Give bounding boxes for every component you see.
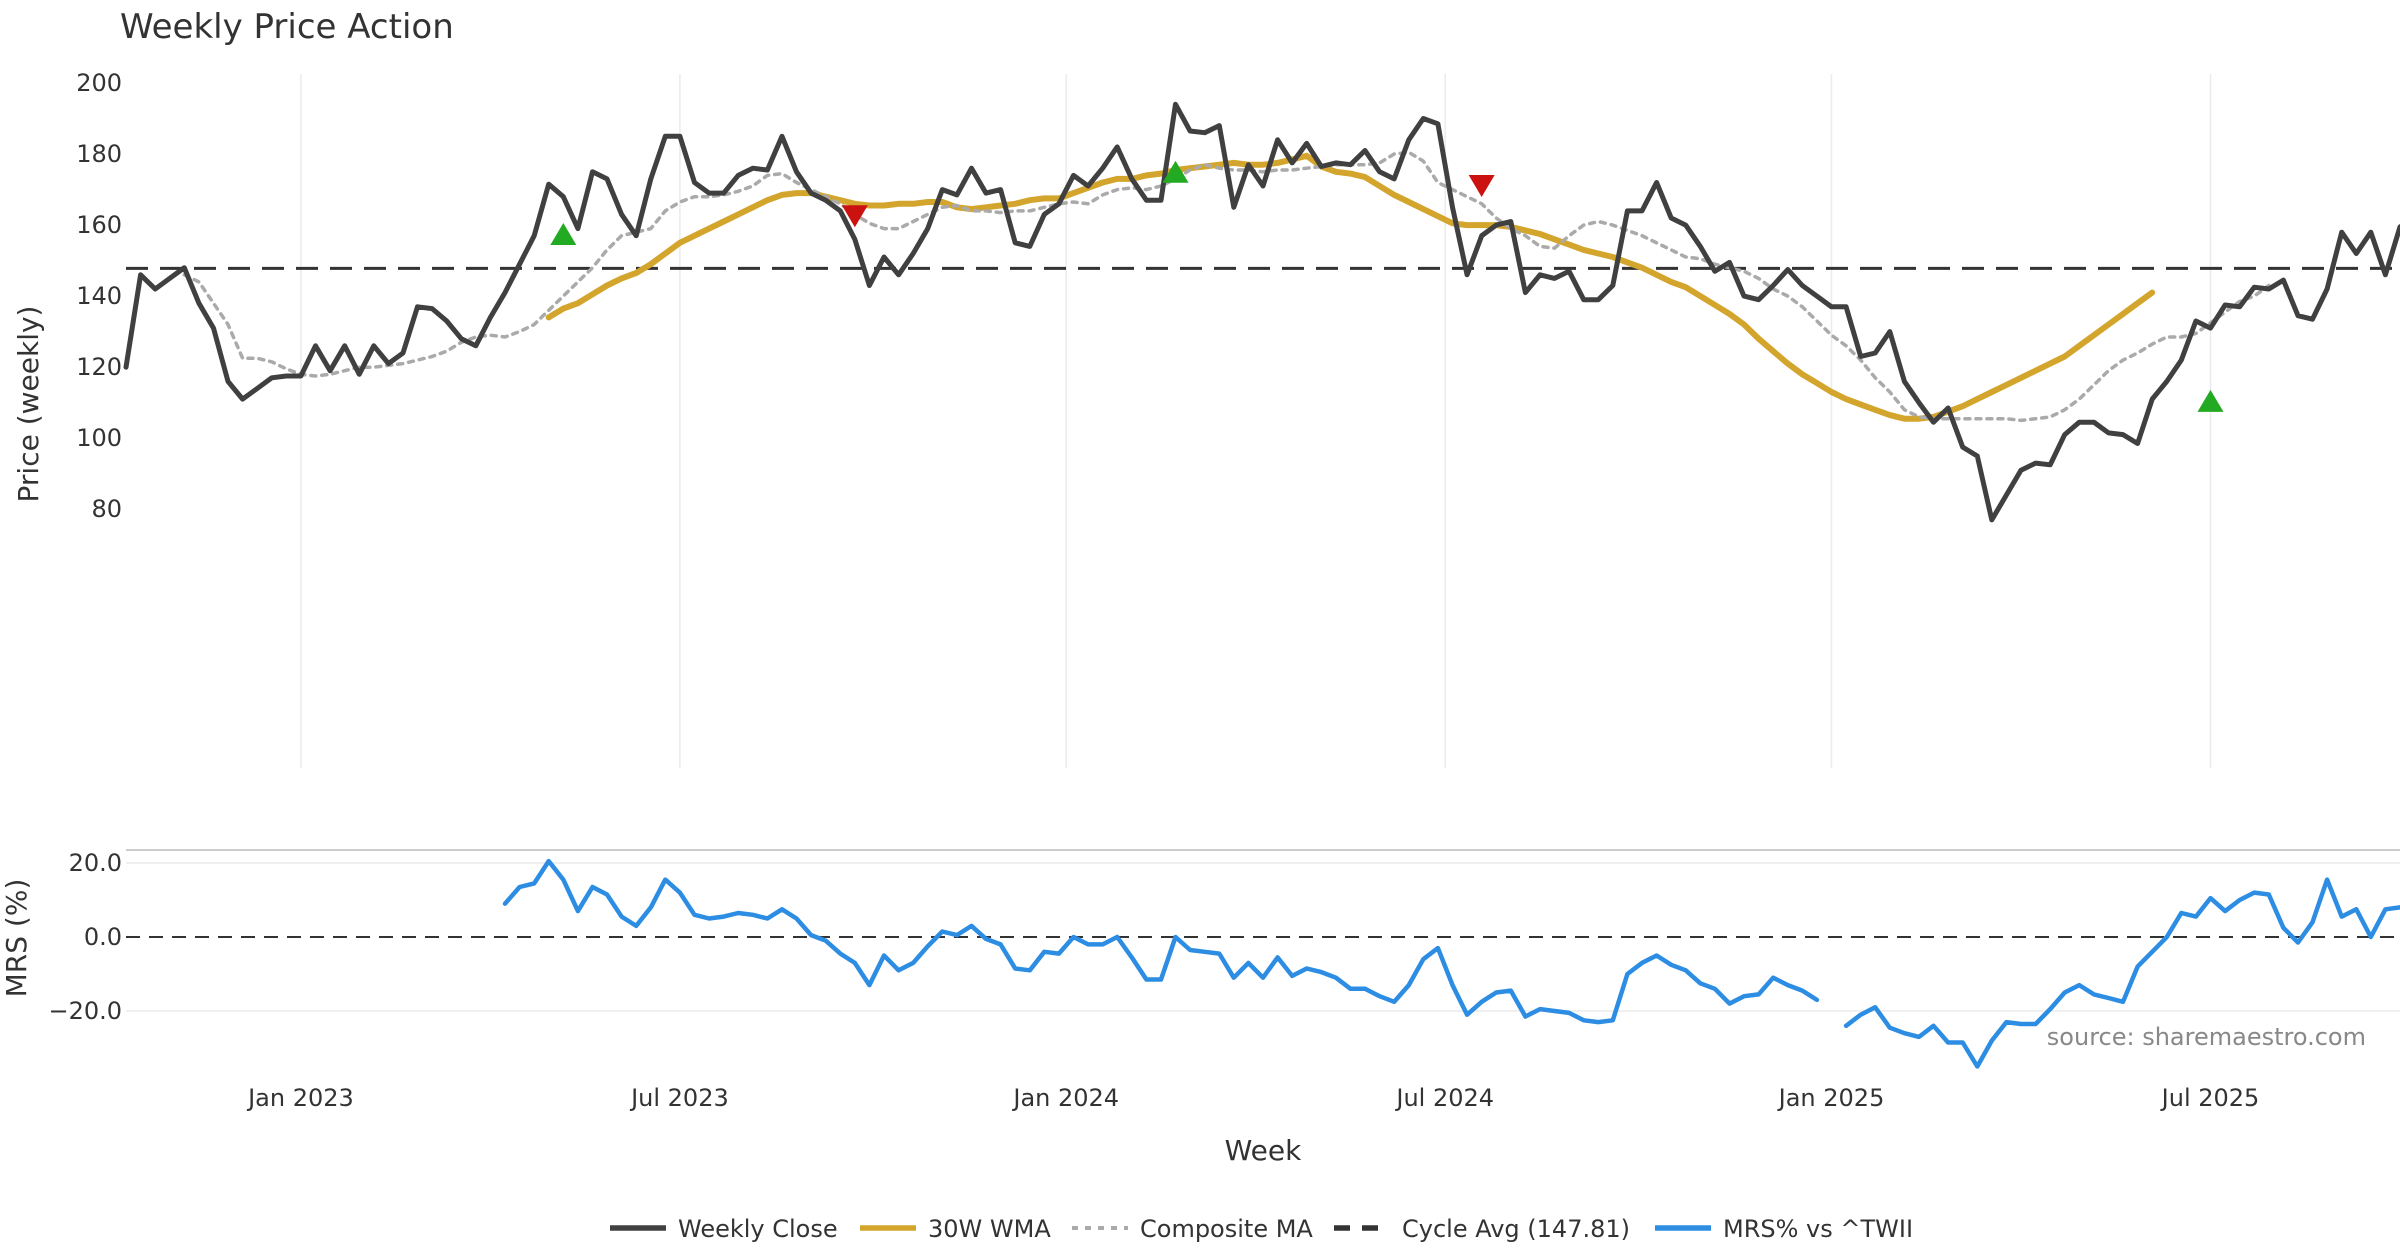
x-tick-label: Jan 2024 xyxy=(1011,1084,1119,1112)
reference-lines xyxy=(126,266,2400,938)
axis-ticks: Jan 2023 Jul 2023 Jan 2024 Jul 2024 Jan 2025… xyxy=(48,69,2259,1112)
price-y-tick-label: 140 xyxy=(76,282,122,310)
price-y-tick-label: 80 xyxy=(91,495,122,523)
buy-signal-marker xyxy=(550,222,577,245)
legend-label: MRS% vs ^TWII xyxy=(1723,1215,1913,1243)
price-y-tick-label: 200 xyxy=(76,69,122,97)
chart-title: Weekly Price Action xyxy=(120,7,454,47)
legend-label: Weekly Close xyxy=(678,1215,838,1243)
mrs-y-tick-label: −20.0 xyxy=(48,997,122,1025)
composite-ma-line xyxy=(182,150,2271,423)
wma-30w-line xyxy=(545,152,2156,422)
weekly-close-line xyxy=(123,101,2400,523)
price-y-tick-label: 100 xyxy=(76,424,122,452)
mrs-line xyxy=(502,858,1820,1025)
x-tick-label: Jul 2025 xyxy=(2160,1084,2260,1112)
legend: Weekly Close 30W WMA Composite MA Cycle Avg… xyxy=(610,1215,1913,1243)
x-tick-label: Jul 2023 xyxy=(629,1084,729,1112)
buy-signal-marker xyxy=(1162,160,1189,183)
x-tick-label: Jan 2025 xyxy=(1777,1084,1885,1112)
sell-signal-marker xyxy=(841,205,868,228)
buy-signal-marker xyxy=(2197,389,2224,412)
legend-label: 30W WMA xyxy=(928,1215,1051,1243)
mrs-line xyxy=(1843,877,2400,1069)
price-y-tick-label: 120 xyxy=(76,353,122,381)
series-layer xyxy=(123,101,2400,1069)
price-y-tick-label: 180 xyxy=(76,140,122,168)
x-tick-label: Jan 2023 xyxy=(246,1084,354,1112)
price-y-axis-label: Price (weekly) xyxy=(12,306,45,503)
mrs-y-tick-label: 20.0 xyxy=(69,849,122,877)
sell-signal-marker xyxy=(1468,175,1495,198)
signal-markers xyxy=(550,160,2224,412)
price-y-tick-label: 160 xyxy=(76,211,122,239)
mrs-y-tick-label: 0.0 xyxy=(84,923,122,951)
legend-label: Composite MA xyxy=(1140,1215,1313,1243)
x-axis-label: Week xyxy=(1225,1134,1302,1167)
x-tick-label: Jul 2024 xyxy=(1394,1084,1494,1112)
source-note: source: sharemaestro.com xyxy=(2047,1023,2366,1051)
legend-label: Cycle Avg (147.81) xyxy=(1402,1215,1630,1243)
mrs-y-axis-label: MRS (%) xyxy=(0,879,33,998)
grid-layer xyxy=(126,74,2400,1012)
